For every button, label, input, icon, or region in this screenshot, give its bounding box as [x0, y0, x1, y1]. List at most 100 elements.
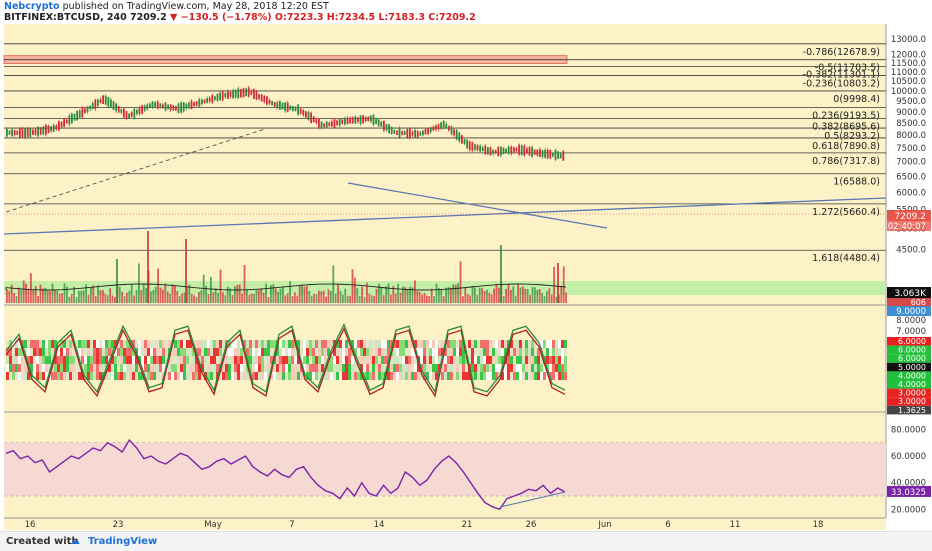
stoch-heat-cell — [498, 356, 501, 364]
volume-bar — [22, 280, 25, 303]
candle-body — [273, 102, 276, 107]
stoch-heat-cell — [417, 364, 420, 372]
stoch-heat-cell — [258, 340, 261, 348]
stoch-heat-cell — [141, 372, 144, 380]
stoch-heat-cell — [450, 340, 453, 348]
volume-bar — [178, 295, 181, 303]
stoch-heat-cell — [360, 340, 363, 348]
stoch-heat-cell — [552, 340, 555, 348]
volume-bar — [70, 293, 73, 303]
stoch-heat-cell — [366, 356, 369, 364]
stoch-heat-cell — [384, 348, 387, 356]
stoch-heat-cell — [378, 364, 381, 372]
stoch-heat-cell — [420, 372, 423, 380]
stoch-heat-cell — [450, 356, 453, 364]
stoch-heat-cell — [396, 356, 399, 364]
volume-bar — [466, 294, 469, 303]
time-axis[interactable]: 16 23 May 7 14 21 26 Jun 6 11 18 — [25, 520, 824, 530]
volume-tag-bg — [887, 287, 931, 298]
volume-bar — [373, 295, 375, 303]
stoch-heat-cell — [144, 356, 147, 364]
volume-bar — [68, 296, 71, 303]
stoch-heat-cell — [12, 372, 15, 380]
stoch-heat-cell — [186, 348, 189, 356]
volume-bar — [505, 288, 507, 303]
stoch-heat-cell — [393, 372, 396, 380]
candle-body — [507, 146, 510, 154]
candle-body — [328, 122, 331, 127]
volume-bar — [303, 286, 306, 303]
stoch-heat-cell — [99, 372, 102, 380]
stoch-heat-cell — [420, 348, 423, 356]
stoch-heat-cell — [135, 364, 138, 372]
stoch-heat-cell — [198, 340, 201, 348]
stoch-heat-cell — [447, 348, 450, 356]
candle-body — [240, 89, 242, 97]
volume-bar — [474, 287, 476, 303]
candle-body — [442, 120, 445, 129]
stoch-heat-cell — [270, 340, 273, 348]
candle-body — [310, 112, 312, 123]
stoch-heat-cell — [135, 372, 138, 380]
stoch-heat-cell — [432, 348, 435, 356]
stoch-heat-cell — [543, 340, 546, 348]
price-tag: 7209.2 — [895, 212, 927, 222]
stoch-fast-line — [5, 322, 566, 394]
stoch-heat-cell — [162, 364, 165, 372]
stoch-heat-cell — [468, 372, 471, 380]
candle-body — [245, 88, 247, 97]
candle-body — [260, 94, 263, 102]
candle-body — [455, 130, 458, 140]
stoch-heat-cell — [477, 356, 480, 364]
volume-bar — [241, 293, 243, 303]
candle-body — [50, 126, 52, 132]
stoch-heat-cell — [369, 340, 372, 348]
stoch-heat-cell — [129, 372, 132, 380]
stoch-heat-cell — [57, 348, 60, 356]
candle-body — [29, 128, 32, 137]
stoch-heat-cell — [309, 364, 312, 372]
volume-bar — [243, 265, 246, 303]
stoch-heat-cell — [279, 356, 282, 364]
candle-body — [552, 152, 554, 157]
tradingview-cloud-icon: ☁ — [70, 536, 80, 547]
stoch-heat-cell — [504, 372, 507, 380]
volume-bar — [385, 286, 387, 303]
stoch-heat-cell — [498, 340, 501, 348]
stoch-heat-cell — [561, 372, 564, 380]
stoch-heat-cell — [63, 340, 66, 348]
stoch-heat-cell — [153, 356, 156, 364]
stoch-heat-cell — [45, 364, 48, 372]
stoch-heat-cell — [177, 356, 180, 364]
stoch-heat-cell — [531, 356, 534, 364]
stoch-heat-cell — [186, 372, 189, 380]
stoch-heat-cell — [237, 372, 240, 380]
volume-bar — [234, 286, 236, 303]
stoch-heat-cell — [279, 340, 282, 348]
stoch-heat-cell — [306, 348, 309, 356]
stoch-heat-cell — [114, 348, 117, 356]
stoch-heat-cell — [474, 364, 477, 372]
rsi-line — [5, 438, 566, 511]
stoch-heat-cell — [342, 348, 345, 356]
stoch-heat-cell — [510, 356, 513, 364]
stoch-heat-cell — [435, 364, 438, 372]
stoch-heat-cell — [387, 364, 390, 372]
stoch-heat-cell — [111, 356, 114, 364]
stoch-heat-cell — [318, 364, 321, 372]
chart-canvas[interactable]: -0.786(12678.9) -0.5(11703.5)-0.382(11301… — [0, 0, 932, 531]
stoch-heat-cell — [537, 364, 540, 372]
tradingview-brand-link[interactable]: TradingView — [88, 536, 158, 547]
volume-bar — [543, 295, 546, 303]
price-axis[interactable]: 13000.0 12000.011500.011000.010500.010000… — [887, 35, 931, 515]
stoch-heat-cell — [414, 364, 417, 372]
candle-body — [523, 145, 526, 156]
stoch-heat-cell — [372, 340, 375, 348]
author-link[interactable]: Nebcrypto — [4, 1, 60, 12]
price-tick-label: 9000.0 — [896, 108, 926, 118]
volume-bar — [157, 268, 159, 303]
volume-bar — [277, 291, 279, 303]
stoch-heat-cell — [72, 364, 75, 372]
rsi-band — [4, 442, 886, 496]
stoch-heat-cell — [306, 372, 309, 380]
